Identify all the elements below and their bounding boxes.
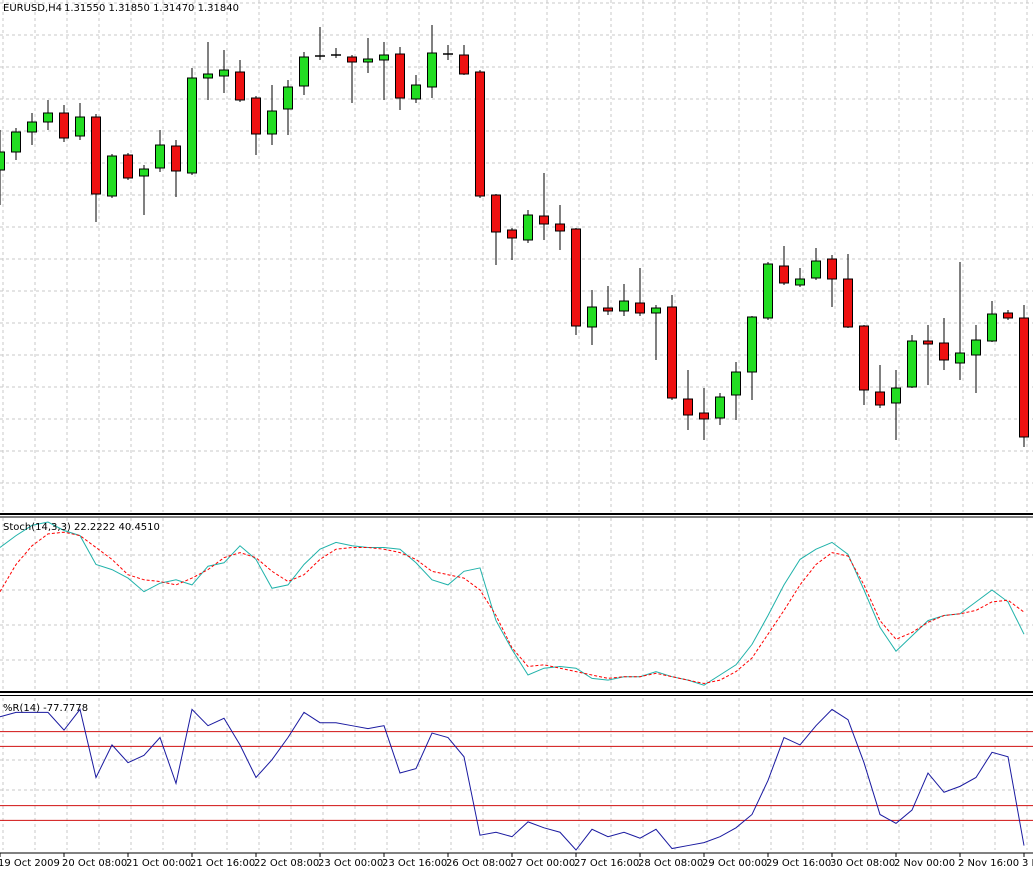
candle-body bbox=[667, 306, 677, 399]
time-label: 21 Oct 00:00 bbox=[126, 858, 191, 869]
time-label: 3 N bbox=[1022, 858, 1033, 869]
candle-body bbox=[587, 306, 597, 328]
candle-body bbox=[763, 263, 773, 319]
candle-body bbox=[299, 56, 309, 87]
time-label: 23 Oct 16:00 bbox=[382, 858, 447, 869]
candle-body bbox=[731, 371, 741, 396]
time-label: 19 Oct 2009 bbox=[0, 858, 60, 869]
candle-body bbox=[939, 342, 949, 361]
candle-body bbox=[75, 116, 85, 137]
candle-body bbox=[955, 352, 965, 364]
candle-body bbox=[507, 229, 517, 239]
candle-body bbox=[1019, 317, 1029, 438]
candle-body bbox=[635, 302, 645, 314]
candle-body bbox=[411, 84, 421, 100]
candle-body bbox=[523, 214, 533, 241]
candle-body bbox=[27, 121, 37, 133]
candle-body bbox=[59, 112, 69, 139]
candle-body bbox=[219, 69, 229, 77]
wpr-title: %R(14) -77.7778 bbox=[3, 703, 88, 714]
stoch-title: Stoch(14,3,3) 22.2222 40.4510 bbox=[3, 522, 160, 533]
plot bbox=[0, 25, 1033, 851]
time-label: 20 Oct 08:00 bbox=[62, 858, 127, 869]
time-label: 29 Oct 16:00 bbox=[766, 858, 831, 869]
candle-body bbox=[683, 398, 693, 416]
candle-body bbox=[155, 144, 165, 169]
time-label: 30 Oct 08:00 bbox=[830, 858, 895, 869]
candle-body bbox=[475, 71, 485, 197]
candle-body bbox=[203, 73, 213, 79]
candle-body bbox=[619, 300, 629, 312]
candle-body bbox=[699, 412, 709, 420]
candle-body bbox=[971, 339, 981, 356]
candle-body bbox=[843, 278, 853, 328]
candle-body bbox=[107, 155, 117, 197]
panel-separator bbox=[0, 691, 1033, 693]
candle-body bbox=[395, 53, 405, 99]
indicator-line bbox=[0, 531, 1025, 685]
candle-body bbox=[459, 54, 469, 75]
candle-body bbox=[603, 307, 613, 312]
candle-body bbox=[907, 340, 917, 388]
candle-body bbox=[923, 340, 933, 345]
candle-body bbox=[363, 58, 373, 63]
time-label: 27 Oct 16:00 bbox=[574, 858, 639, 869]
time-label: 21 Oct 16:00 bbox=[190, 858, 255, 869]
candle-body bbox=[859, 325, 869, 391]
panel-separator bbox=[0, 695, 1033, 696]
time-label: 2 Nov 00:00 bbox=[894, 858, 955, 869]
time-label: 2 Nov 16:00 bbox=[958, 858, 1019, 869]
candle-body bbox=[651, 307, 661, 314]
candle-body bbox=[539, 215, 549, 225]
candle-body bbox=[491, 194, 501, 233]
candle-body bbox=[1003, 312, 1013, 319]
candle-body bbox=[43, 112, 53, 123]
candle-body bbox=[811, 260, 821, 279]
candle-body bbox=[267, 110, 277, 135]
candle-body bbox=[379, 54, 389, 61]
candle-body bbox=[715, 396, 725, 419]
candle-body bbox=[555, 223, 565, 232]
indicator-line bbox=[0, 521, 1025, 686]
candle-body bbox=[795, 278, 805, 286]
candle-body bbox=[747, 316, 757, 373]
grid bbox=[0, 0, 1033, 850]
candle-body bbox=[571, 228, 581, 327]
time-label: 27 Oct 00:00 bbox=[510, 858, 575, 869]
candle-body bbox=[11, 131, 21, 153]
candle-body bbox=[187, 77, 197, 174]
candle-body bbox=[283, 86, 293, 110]
candle-body bbox=[987, 313, 997, 342]
candle-body bbox=[891, 387, 901, 404]
candle-body bbox=[139, 168, 149, 177]
candle-body bbox=[91, 116, 101, 195]
candle-body bbox=[427, 52, 437, 88]
ohlc-text: 1.31550 1.31850 1.31470 1.31840 bbox=[64, 3, 239, 14]
time-label: 26 Oct 08:00 bbox=[446, 858, 511, 869]
time-label: 22 Oct 08:00 bbox=[254, 858, 319, 869]
candle-body bbox=[251, 97, 261, 135]
candle-body bbox=[875, 391, 885, 406]
time-label: 23 Oct 00:00 bbox=[318, 858, 383, 869]
time-label: 28 Oct 08:00 bbox=[638, 858, 703, 869]
panel-separator bbox=[0, 516, 1033, 518]
candle-body bbox=[0, 151, 5, 171]
panel-separator bbox=[0, 513, 1033, 515]
symbol-title: EURUSD,H4 bbox=[3, 3, 62, 14]
candle-body bbox=[235, 71, 245, 101]
candle-body bbox=[171, 145, 181, 172]
candle-body bbox=[827, 258, 837, 280]
candle-body bbox=[779, 265, 789, 284]
candle-body bbox=[347, 56, 357, 63]
indicator-line bbox=[0, 708, 1025, 851]
time-label: 29 Oct 00:00 bbox=[702, 858, 767, 869]
candle-body bbox=[123, 154, 133, 179]
